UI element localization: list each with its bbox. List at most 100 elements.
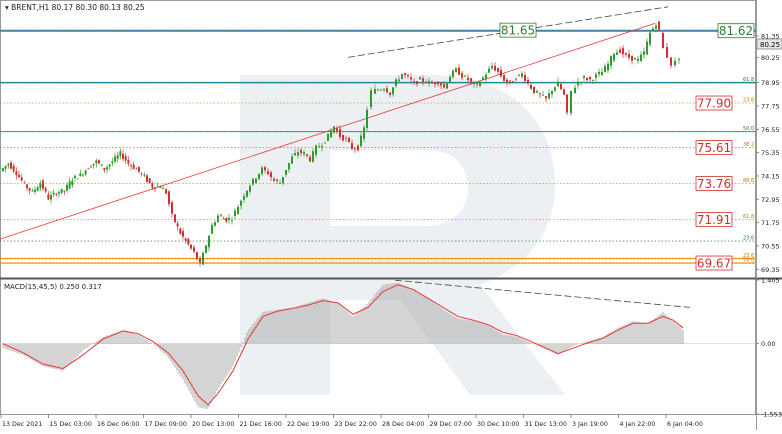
- candle-body: [443, 84, 445, 88]
- candle-body: [60, 188, 63, 193]
- price-tick-label: 74.15: [761, 172, 780, 180]
- candle-body: [324, 142, 326, 144]
- macd-tick-label: 1.405: [761, 277, 780, 285]
- candle-body: [174, 214, 176, 223]
- candle-body: [103, 168, 106, 171]
- candle-body: [351, 143, 353, 149]
- candle-body: [151, 183, 154, 188]
- price-tick-label: 78.95: [761, 79, 780, 87]
- candle-body: [339, 129, 341, 138]
- candle-body: [670, 57, 672, 66]
- candle-body: [294, 153, 296, 156]
- target-label-box: [695, 95, 733, 111]
- candle-body: [389, 92, 391, 95]
- candle-body: [643, 51, 645, 55]
- candle-body: [542, 94, 544, 96]
- price-tick-label: 77.75: [761, 102, 780, 110]
- macd-tick-label: 0.00: [761, 340, 775, 348]
- macd-label: MACD(15,45,5) 0.250 0.317: [4, 283, 102, 291]
- candle-body: [127, 160, 130, 164]
- candle-body: [318, 146, 320, 148]
- candle-body: [179, 228, 182, 235]
- candle-body: [124, 156, 127, 161]
- candle-body: [225, 217, 228, 222]
- price-pane: [0, 6, 756, 267]
- fibonacci-ratio-label: 61.8: [743, 77, 754, 83]
- candle-body: [63, 190, 66, 192]
- candle-body: [270, 172, 272, 178]
- candle-body: [264, 167, 266, 171]
- candle-body: [524, 74, 526, 81]
- target-label-box: [695, 140, 733, 155]
- candle-body: [297, 152, 299, 156]
- candle-body: [50, 195, 52, 200]
- price-tick-label: 76.55: [761, 126, 780, 134]
- collapse-triangle-icon[interactable]: ▾: [5, 3, 11, 12]
- candle-body: [190, 244, 192, 249]
- candle-body: [138, 166, 140, 172]
- candle-body: [202, 252, 204, 265]
- candle-body: [354, 148, 356, 150]
- candle-body: [100, 164, 103, 167]
- candle-body: [589, 76, 591, 80]
- candle-body: [506, 79, 508, 83]
- candle-body: [395, 79, 397, 86]
- macd-tick-label: -1.553: [761, 411, 782, 419]
- candle-body: [518, 74, 520, 76]
- candle-body: [655, 25, 657, 29]
- candle-body: [625, 53, 627, 55]
- candle-body: [135, 168, 138, 170]
- candle-body: [583, 76, 585, 78]
- candle-body: [156, 186, 159, 188]
- fibonacci-ratio-label: 23.6: [743, 236, 754, 242]
- candle-body: [222, 218, 225, 220]
- candle-body: [146, 175, 148, 182]
- candle-body: [574, 87, 576, 94]
- candle-body: [476, 81, 478, 85]
- candle-body: [20, 177, 23, 181]
- time-tick-label: 20 Dec 13:00: [192, 421, 234, 428]
- current-price-tag: [756, 38, 782, 50]
- target-label-text: 69.67: [697, 257, 731, 271]
- time-tick-label: 3 Jan 19:00: [572, 421, 608, 428]
- candle-body: [31, 190, 34, 192]
- candle-body: [401, 73, 403, 79]
- target-label-text: 73.76: [697, 177, 731, 191]
- candle-body: [566, 94, 568, 113]
- plot-frame: [0, 0, 756, 415]
- candle-body: [360, 135, 362, 147]
- candle-body: [196, 252, 198, 260]
- candle-body: [237, 206, 239, 215]
- candle-body: [470, 78, 472, 82]
- candle-body: [291, 156, 293, 164]
- time-tick-label: 16 Dec 06:00: [97, 421, 139, 428]
- candle-body: [321, 146, 323, 148]
- candle-body: [205, 245, 207, 253]
- fibonacci-ratio-label: 76.0: [743, 258, 754, 264]
- candle-body: [407, 74, 409, 76]
- candle-body: [273, 178, 275, 181]
- candle-body: [440, 83, 442, 86]
- price-tick-label: 81.35: [761, 32, 780, 40]
- candle-body: [637, 58, 639, 61]
- candle-body: [464, 75, 466, 77]
- candle-body: [488, 68, 490, 73]
- fibonacci-ratio-label: 50.0: [743, 126, 754, 132]
- candle-body: [482, 77, 484, 80]
- candle-body: [154, 187, 156, 189]
- candle-body: [563, 89, 565, 95]
- candle-body: [285, 170, 287, 175]
- candle-body: [119, 151, 122, 156]
- candle-body: [570, 90, 572, 114]
- candle-body: [377, 89, 379, 91]
- price-tick-label: 69.35: [761, 266, 780, 274]
- candle-body: [288, 163, 290, 170]
- candle-body: [82, 174, 84, 176]
- candle-body: [434, 82, 436, 85]
- candle-body: [315, 145, 317, 155]
- candle-body: [601, 71, 603, 76]
- candle-body: [595, 74, 597, 78]
- candle-body: [479, 82, 481, 86]
- candle-body: [592, 80, 594, 81]
- target-label-text: 71.91: [697, 213, 731, 227]
